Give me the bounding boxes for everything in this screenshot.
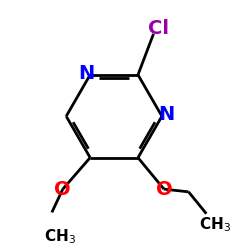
- Text: O: O: [156, 180, 172, 199]
- Text: CH$_3$: CH$_3$: [44, 228, 76, 246]
- Text: O: O: [54, 180, 71, 199]
- Text: N: N: [78, 64, 94, 83]
- Text: Cl: Cl: [148, 19, 169, 38]
- Text: N: N: [158, 105, 174, 124]
- Text: CH$_3$: CH$_3$: [198, 215, 230, 234]
